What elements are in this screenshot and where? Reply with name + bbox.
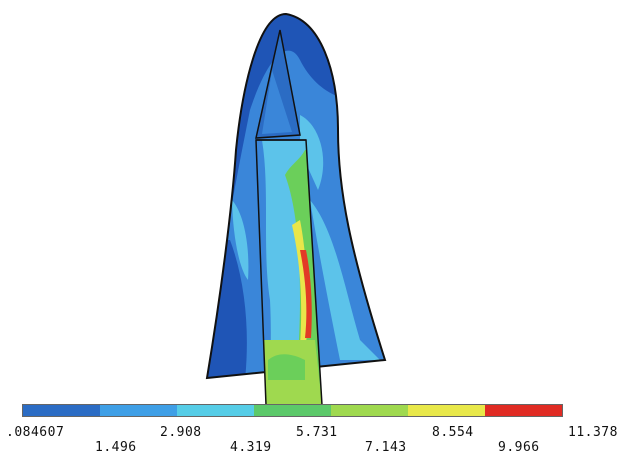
colorbar-band — [331, 405, 408, 416]
shell-light-blue-left — [232, 200, 249, 280]
tick-label-upper: .084607 — [6, 425, 65, 440]
tick-label-upper: 5.731 — [296, 425, 338, 440]
colorbar-band — [100, 405, 177, 416]
tick-label-lower: 9.966 — [498, 440, 540, 455]
colorbar-band — [177, 405, 254, 416]
colorbar-band — [254, 405, 331, 416]
tick-label-lower: 1.496 — [95, 440, 137, 455]
tick-label-upper: 2.908 — [160, 425, 202, 440]
colorbar-band — [408, 405, 485, 416]
shell-light-blue-top — [300, 115, 324, 190]
colorbar-band — [485, 405, 562, 416]
tick-label-upper: 11.378 — [568, 425, 618, 440]
post-red-peak — [300, 250, 312, 338]
tick-label-lower: 7.143 — [365, 440, 407, 455]
post — [256, 140, 322, 405]
tick-label-upper: 8.554 — [432, 425, 474, 440]
colorbar — [22, 404, 563, 417]
tick-label-lower: 4.319 — [230, 440, 272, 455]
colorbar-band — [23, 405, 100, 416]
post-base-mid-green — [268, 354, 305, 380]
inner-cone-shade — [262, 70, 292, 134]
shell-light-blue-right — [310, 200, 380, 360]
